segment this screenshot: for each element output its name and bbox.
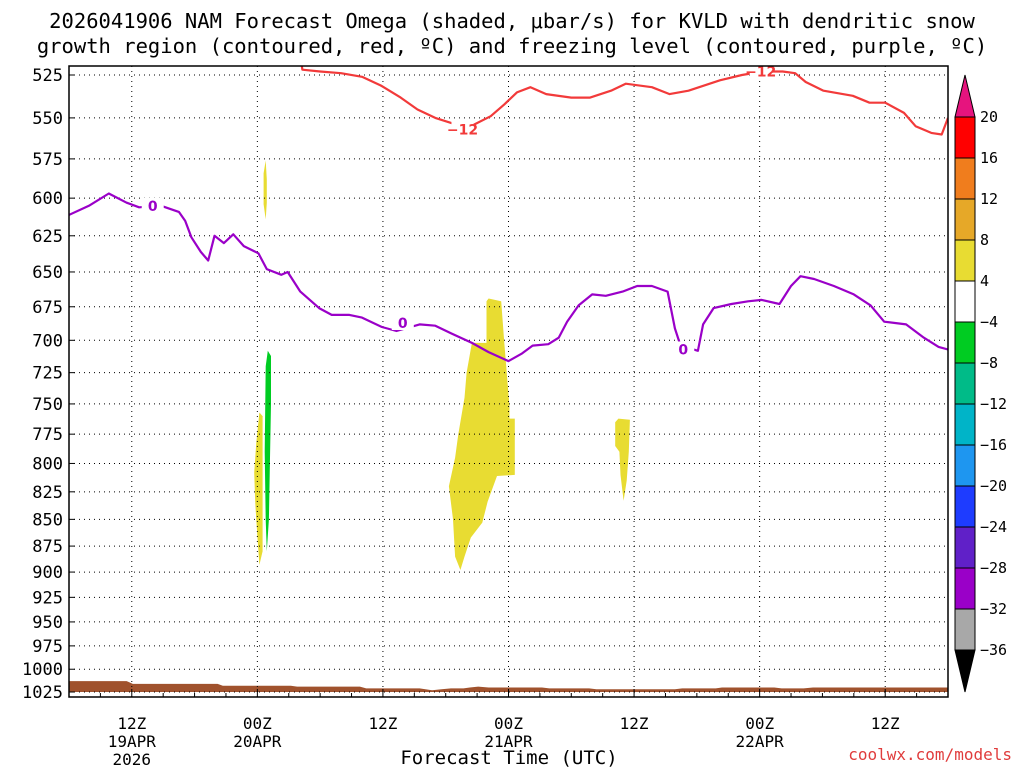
contour-label-bg: [391, 315, 414, 331]
x-tick-label: 2026: [113, 750, 152, 768]
contour-label: −12: [745, 64, 776, 80]
colorbar-label: 4: [980, 272, 989, 290]
colorbar-label: −20: [980, 477, 1007, 495]
colorbar-swatch: [954, 526, 976, 569]
x-tick-label: 20APR: [233, 732, 282, 751]
y-tick-label: 825: [32, 483, 63, 503]
colorbar-swatch: [954, 444, 976, 487]
colorbar-label: 8: [980, 231, 989, 249]
colorbar-label: −28: [980, 559, 1007, 577]
contour-label: −12: [447, 123, 478, 139]
y-tick-label: 1025: [22, 683, 63, 703]
colorbar-label: 20: [980, 108, 998, 126]
x-tick-label: 21APR: [484, 732, 533, 751]
contour-label: 0: [398, 316, 408, 332]
colorbar-bottom-arrow: [954, 649, 976, 693]
colorbar-swatch: [954, 280, 976, 323]
y-tick-label: 875: [32, 537, 63, 557]
contour-label: 0: [148, 199, 158, 215]
colorbar-label: 12: [980, 190, 998, 208]
x-tick-label: 00Z: [745, 714, 774, 733]
colorbar-label: −16: [980, 436, 1007, 454]
shaded-area-omega-pos-2: [254, 412, 263, 565]
shaded-area-omega-pos-3: [448, 298, 515, 570]
plot-area: [69, 66, 948, 697]
colorbar-swatch: [954, 608, 976, 651]
chart-title-line-1: 2026041906 NAM Forecast Omega (shaded, μ…: [49, 9, 975, 33]
colorbar-swatch: [954, 157, 976, 200]
y-tick-label: 550: [32, 109, 63, 129]
contour-label: 0: [678, 342, 688, 358]
colorbar-label: −36: [980, 641, 1007, 659]
y-tick-label: 1000: [22, 660, 63, 680]
contour-label-bg: [749, 66, 772, 79]
x-tick-label: 12Z: [368, 714, 397, 733]
gridlines: [69, 66, 948, 697]
contour-line-dgz: [300, 66, 948, 136]
y-tick-label: 775: [32, 425, 63, 445]
y-tick-label: 575: [32, 150, 63, 170]
colorbar-swatch: [954, 403, 976, 446]
shaded-area-omega-pos-4: [615, 418, 630, 501]
y-tick-label: 625: [32, 227, 63, 247]
x-tick-label: 22APR: [736, 732, 785, 751]
contour-label-bg: [672, 341, 695, 357]
y-tick-label: 525: [32, 66, 63, 86]
colorbar-label: −24: [980, 518, 1007, 536]
y-tick-label: 600: [32, 189, 63, 209]
y-tick-label: 650: [32, 263, 63, 283]
colorbar-swatch: [954, 239, 976, 282]
colorbar-label: −32: [980, 600, 1007, 618]
shaded-area-terrain: [69, 681, 948, 692]
colorbar-label: 16: [980, 149, 998, 167]
shaded-area-omega-neg-1: [264, 350, 271, 552]
contour-label-bg: [451, 121, 474, 137]
x-tick-label: 12Z: [620, 714, 649, 733]
x-tick-label: 12Z: [871, 714, 900, 733]
credit-text: coolwx.com/models: [848, 745, 1012, 764]
y-tick-label: 975: [32, 637, 63, 657]
colorbar-swatch: [954, 198, 976, 241]
x-tick-label: 00Z: [243, 714, 272, 733]
x-axis-title: Forecast Time (UTC): [400, 747, 617, 768]
x-tick-label: 00Z: [494, 714, 523, 733]
y-tick-label: 800: [32, 454, 63, 474]
colorbar-label: −12: [980, 395, 1007, 413]
colorbar-swatch: [954, 362, 976, 405]
colorbar-label: −4: [980, 313, 998, 331]
y-tick-label: 750: [32, 395, 63, 415]
colorbar-label: −8: [980, 354, 998, 372]
x-tick-label: 12Z: [117, 714, 146, 733]
contour-line-freezing-level: [69, 192, 948, 363]
colorbar-top-arrow: [954, 74, 976, 118]
colorbar-swatch: [954, 485, 976, 528]
y-tick-label: 725: [32, 364, 63, 384]
colorbar: [954, 74, 976, 693]
shaded-area-omega-pos-1: [263, 160, 267, 220]
y-tick-label: 925: [32, 588, 63, 608]
y-tick-label: 700: [32, 331, 63, 351]
y-tick-label: 850: [32, 510, 63, 530]
colorbar-swatch: [954, 116, 976, 159]
colorbar-swatch: [954, 321, 976, 364]
chart-title-line-2: growth region (contoured, red, ºC) and f…: [36, 34, 988, 58]
contour-label-bg: [141, 197, 164, 213]
y-tick-label: 675: [32, 298, 63, 318]
x-tick-label: 19APR: [108, 732, 157, 751]
y-tick-label: 950: [32, 613, 63, 633]
y-tick-label: 900: [32, 563, 63, 583]
colorbar-swatch: [954, 567, 976, 610]
